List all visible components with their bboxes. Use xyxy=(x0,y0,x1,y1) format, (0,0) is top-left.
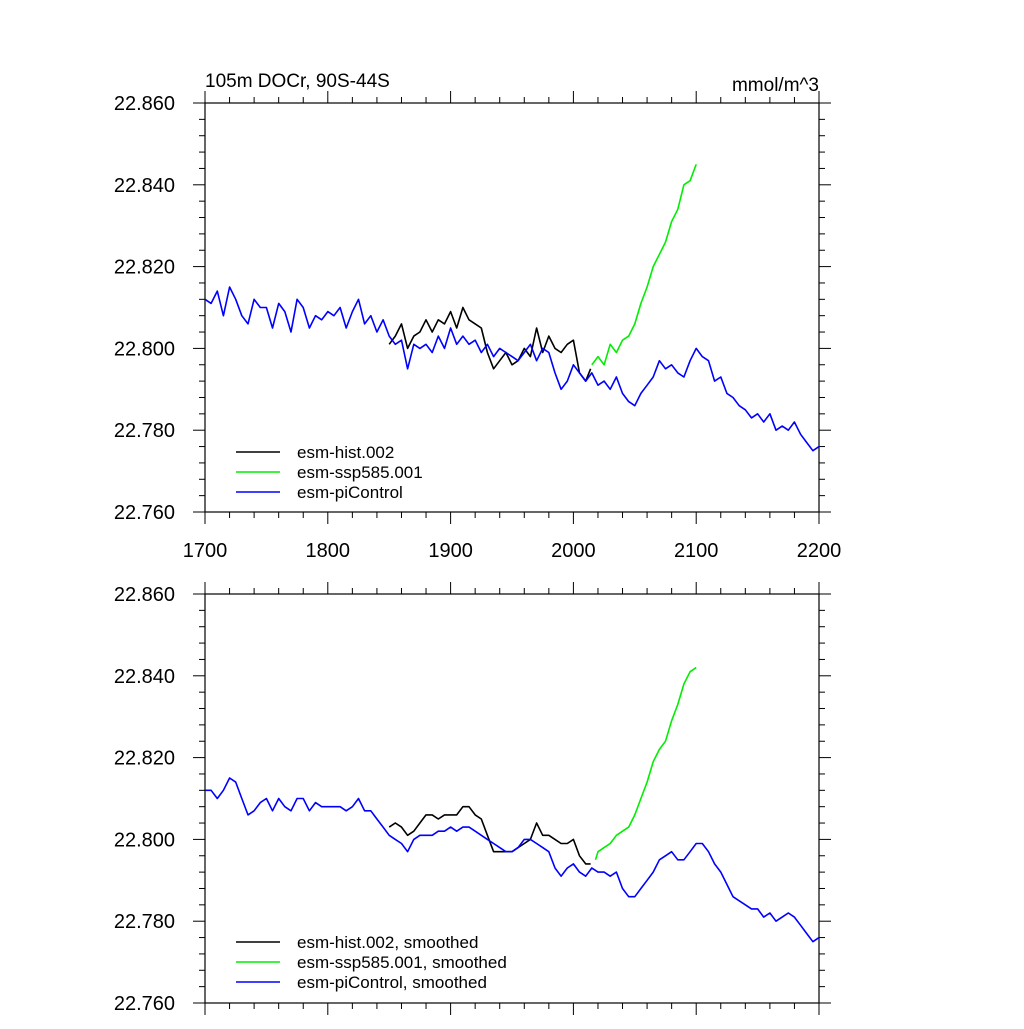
series-line-1 xyxy=(388,306,592,382)
y-tick-label: 22.840 xyxy=(114,175,175,197)
y-tick-label: 22.800 xyxy=(114,829,175,851)
y-tick-label: 22.840 xyxy=(114,666,175,688)
chart-panel-1: 22.760 22.780 22.800 22.820 22.840 22.860 1700… xyxy=(114,71,841,562)
legend-label: esm-hist.002, smoothed xyxy=(297,933,478,952)
x-tick-label: 1900 xyxy=(428,540,473,562)
series-line-1 xyxy=(388,805,591,865)
units-label: mmol/m^3 xyxy=(732,75,819,96)
series-line-2 xyxy=(594,666,697,861)
legend-label: esm-ssp585.001, smoothed xyxy=(297,953,507,972)
series-line-3 xyxy=(205,777,820,943)
legend-label: esm-piControl, smoothed xyxy=(297,973,487,992)
y-tick-label: 22.860 xyxy=(114,584,175,606)
x-tick-label: 2200 xyxy=(797,540,842,562)
plot-frame xyxy=(204,593,820,1004)
legend-label: esm-piControl xyxy=(297,483,403,502)
series-line-2 xyxy=(591,164,697,366)
y-tick-label: 22.760 xyxy=(114,502,175,524)
legend-label: esm-ssp585.001 xyxy=(297,463,423,482)
plot-frame xyxy=(204,102,820,513)
legend-label: esm-hist.002 xyxy=(297,443,394,462)
y-tick-label: 22.820 xyxy=(114,257,175,279)
y-tick-label: 22.780 xyxy=(114,420,175,442)
y-tick-label: 22.760 xyxy=(114,993,175,1015)
y-tick-label: 22.780 xyxy=(114,911,175,933)
y-tick-label: 22.800 xyxy=(114,338,175,360)
x-tick-label: 1700 xyxy=(183,540,228,562)
x-tick-label: 2000 xyxy=(551,540,596,562)
chart-title: 105m DOCr, 90S-44S xyxy=(205,71,390,92)
series-line-3 xyxy=(204,286,820,452)
chart-panel-2: 22.760 22.780 22.800 22.820 22.840 22.860 esm-… xyxy=(114,582,831,1015)
x-tick-label: 2100 xyxy=(674,540,719,562)
y-tick-label: 22.860 xyxy=(114,93,175,115)
y-tick-label: 22.820 xyxy=(114,748,175,770)
x-tick-label: 1800 xyxy=(306,540,351,562)
